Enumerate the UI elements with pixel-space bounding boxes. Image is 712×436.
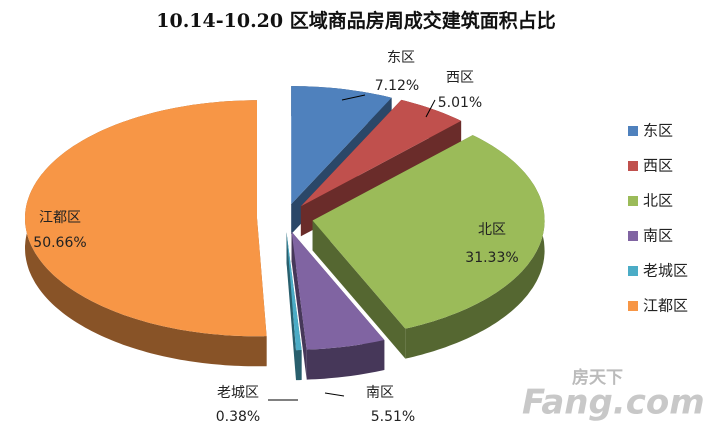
watermark: 房天下 Fang.com: [522, 367, 705, 423]
data-label-name: 江都区: [39, 210, 81, 226]
slice: [25, 100, 267, 337]
chart-title: 10.14-10.20 区域商品房周成交建筑面积占比: [156, 9, 556, 32]
data-label-name: 东区: [387, 50, 415, 66]
slice-side: [286, 232, 296, 381]
slice: [300, 99, 462, 207]
legend-swatch: [628, 301, 638, 311]
data-label-name: 南区: [366, 385, 394, 401]
legend-label: 老城区: [643, 262, 688, 280]
watermark-cn: 房天下: [572, 367, 623, 388]
slice: [291, 86, 392, 205]
slice-wall: [405, 135, 545, 359]
watermark-brand: Fang.com: [522, 383, 705, 423]
slice-side: [291, 231, 307, 380]
leader-line: [425, 99, 436, 118]
data-label-name: 北区: [478, 222, 506, 238]
data-label-name: 老城区: [217, 385, 259, 401]
legend-label: 北区: [643, 192, 673, 210]
leader-line: [341, 94, 366, 101]
leader-line: [324, 392, 345, 397]
data-label-value: 0.38%: [216, 409, 260, 425]
slice-side: [312, 220, 406, 359]
data-label-name: 西区: [446, 70, 474, 86]
legend-swatch: [628, 196, 638, 206]
data-label-value: 7.12%: [375, 78, 419, 94]
data-label-value: 5.51%: [371, 409, 415, 425]
data-label-value: 5.01%: [438, 95, 482, 111]
slice: [291, 231, 385, 350]
legend-swatch: [628, 161, 638, 171]
slice-wall: [306, 340, 385, 380]
slice: [312, 135, 545, 329]
data-label-value: 50.66%: [33, 235, 86, 251]
data-label-value: 31.33%: [465, 250, 518, 266]
legend-swatch: [628, 126, 638, 136]
legend-swatch: [628, 231, 638, 241]
legend-swatch: [628, 266, 638, 276]
legend-label: 西区: [643, 157, 673, 175]
legend-label: 南区: [643, 227, 673, 245]
legend-label: 江都区: [643, 297, 688, 315]
slice-wall: [296, 350, 302, 381]
slice: [286, 232, 302, 351]
legend-label: 东区: [643, 122, 673, 140]
